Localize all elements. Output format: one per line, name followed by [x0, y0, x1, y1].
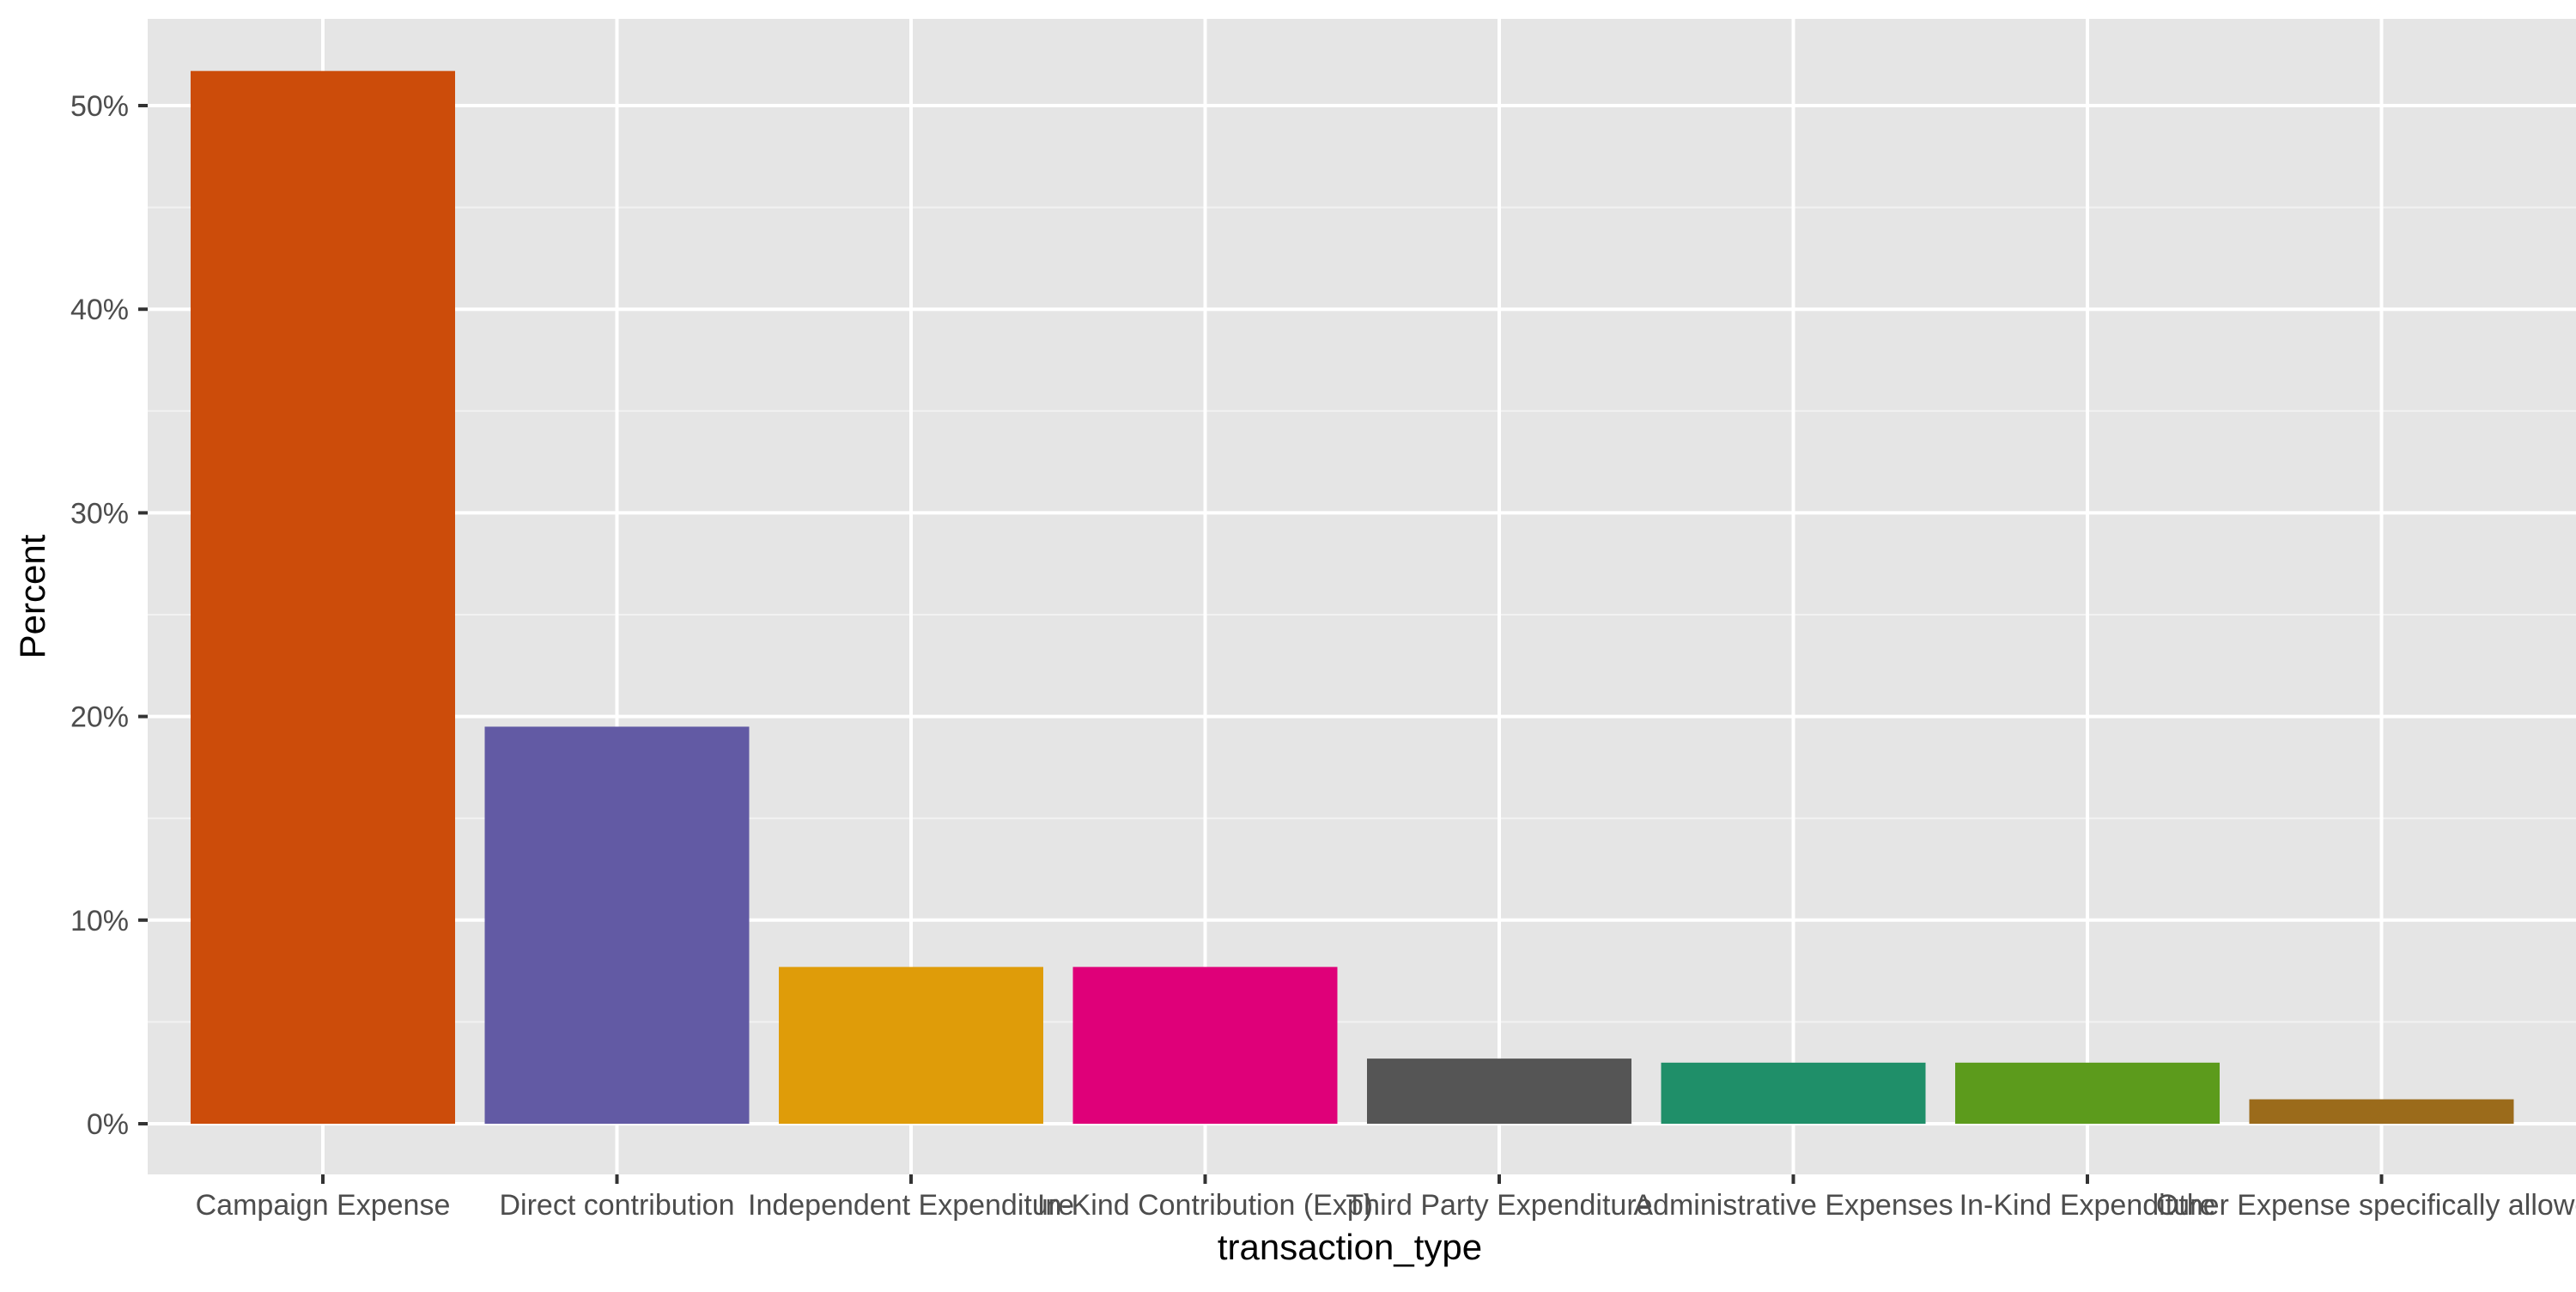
bar-third-party-expenditure — [1367, 1058, 1631, 1124]
x-tick-label: Independent Expenditure — [748, 1189, 1074, 1222]
x-tick-label: Direct contribution — [499, 1189, 734, 1222]
bar-campaign-expense — [191, 70, 455, 1124]
x-tick-label: Administrative Expenses — [1633, 1189, 1953, 1222]
y-tick-label: 50% — [70, 90, 129, 123]
bar-in-kind-expenditure — [1955, 1062, 2220, 1124]
bar-independent-expenditure — [779, 967, 1043, 1124]
y-tick-label: 20% — [70, 701, 129, 734]
y-tick-label: 10% — [70, 905, 129, 937]
x-tick-label: In-Kind Expenditure — [1959, 1189, 2216, 1222]
x-tick-label: In-Kind Contribution (Exp) — [1037, 1189, 1373, 1222]
bar-other-expense-specifically-allowed — [2249, 1099, 2514, 1124]
bar-in-kind-contribution-exp — [1072, 967, 1338, 1124]
x-tick-label: Other Expense specifically allowed — [2156, 1189, 2576, 1222]
bars — [191, 70, 2514, 1124]
bar-administrative-expenses — [1661, 1062, 1926, 1124]
y-tick-label: 40% — [70, 294, 129, 326]
y-tick-label: 0% — [87, 1108, 129, 1141]
x-tick-label: Campaign Expense — [196, 1189, 451, 1222]
grid-major-lines — [148, 19, 2576, 1174]
bar-direct-contribution — [484, 726, 750, 1124]
x-axis-title: transaction_type — [1218, 1227, 1482, 1267]
x-axis: Campaign Expense Direct contribution Indep… — [196, 1174, 2576, 1222]
y-axis-title: Percent — [12, 534, 52, 658]
x-tick-label: Third Party Expenditure — [1346, 1189, 1652, 1222]
y-axis: 0% 10% 20% 30% 40% 50% — [70, 90, 148, 1141]
y-tick-label: 30% — [70, 497, 129, 530]
